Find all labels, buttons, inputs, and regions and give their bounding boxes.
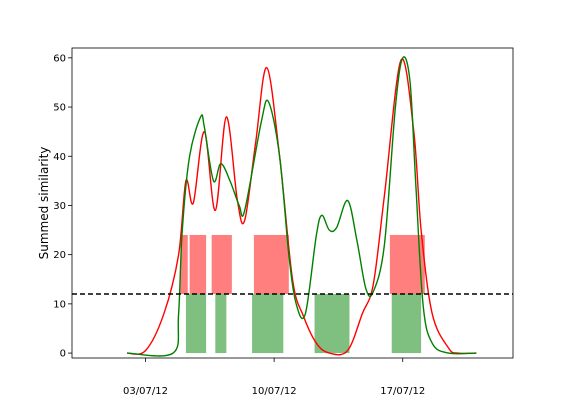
y-axis-label: Summed similarity [37,147,51,260]
red-span-0 [180,234,188,295]
green-spans [185,294,422,354]
green-span-1 [215,294,227,354]
y-tick-label: 50 [53,103,66,114]
y-axis: 0 10 20 30 40 50 60 [53,53,72,360]
series-lines [127,56,477,357]
y-tick-label: 60 [53,53,66,64]
x-tick-label: 10/07/12 [252,386,297,397]
y-tick-label: 40 [53,152,66,163]
green-span-4 [391,294,422,354]
y-tick-label: 10 [53,299,66,310]
red-span-2 [211,234,232,295]
red-span-3 [253,234,289,295]
red-spans [180,234,425,295]
x-tick-label: 03/07/12 [123,386,168,397]
y-tick-label: 30 [53,201,66,212]
red-span-1 [189,234,207,295]
y-tick-label: 0 [60,349,66,360]
x-tick-label: 17/07/12 [380,386,425,397]
green-span-2 [252,294,284,354]
green-span-3 [314,294,350,354]
x-axis: 03/07/12 10/07/12 17/07/12 [123,358,425,397]
plot-frame [71,47,514,359]
green-span-0 [185,294,207,354]
series-line-1 [127,56,477,357]
y-tick-label: 20 [53,250,66,261]
